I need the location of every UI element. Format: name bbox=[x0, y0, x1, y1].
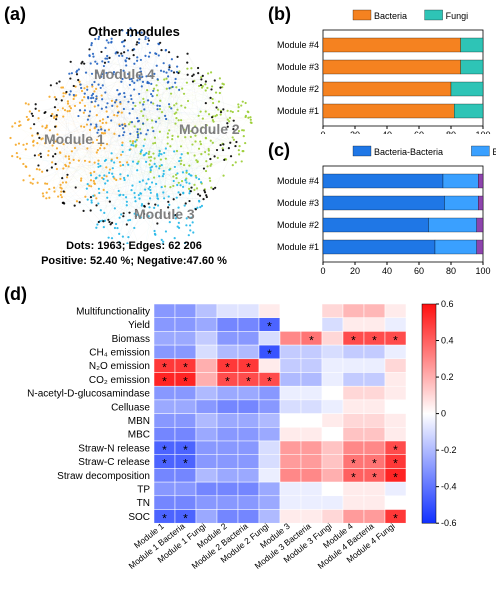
svg-text:Module #1: Module #1 bbox=[277, 242, 319, 252]
svg-text:TP: TP bbox=[137, 484, 150, 495]
svg-text:-0.2: -0.2 bbox=[441, 445, 457, 455]
svg-text:Bacteria-Fungi: Bacteria-Fungi bbox=[492, 147, 496, 157]
svg-text:N₂O emission: N₂O emission bbox=[89, 361, 150, 372]
svg-text:Celluase: Celluase bbox=[111, 402, 150, 413]
svg-text:0.6: 0.6 bbox=[441, 299, 454, 309]
svg-text:Module #2: Module #2 bbox=[277, 84, 319, 94]
panel-a-stats: Dots: 1963; Edges: 62 206 Positive: 52.4… bbox=[4, 239, 264, 270]
stats-line-1: Dots: 1963; Edges: 62 206 bbox=[4, 239, 264, 254]
svg-text:Fungi: Fungi bbox=[446, 11, 469, 21]
svg-text:Module 4: Module 4 bbox=[94, 66, 155, 82]
svg-text:Other modules: Other modules bbox=[88, 24, 180, 39]
svg-text:Straw-C release: Straw-C release bbox=[78, 457, 150, 468]
svg-text:CO₂ emission: CO₂ emission bbox=[89, 375, 150, 386]
heatmap-svg: Multifunctionality*Yield****Biomass*CH₄ … bbox=[4, 288, 496, 608]
svg-text:*: * bbox=[393, 511, 398, 525]
svg-text:MBC: MBC bbox=[128, 430, 150, 441]
svg-text:Module #4: Module #4 bbox=[277, 176, 319, 186]
svg-text:40: 40 bbox=[382, 266, 392, 274]
svg-text:Biomass: Biomass bbox=[112, 334, 150, 345]
panel-a-network: (a) Other modules Module 1 Module 2 Module … bbox=[4, 4, 264, 284]
panel-d-heatmap: (d) Multifunctionality*Yield****Biomass*… bbox=[4, 284, 496, 608]
svg-text:0.4: 0.4 bbox=[441, 336, 454, 346]
svg-text:Bacteria: Bacteria bbox=[374, 11, 407, 21]
svg-text:Module #2: Module #2 bbox=[277, 220, 319, 230]
svg-text:100: 100 bbox=[475, 130, 490, 134]
svg-text:-0.6: -0.6 bbox=[441, 518, 457, 528]
svg-text:SOC: SOC bbox=[128, 512, 150, 523]
svg-text:Module #3: Module #3 bbox=[277, 62, 319, 72]
svg-text:Module 3: Module 3 bbox=[134, 206, 195, 222]
svg-text:Straw decomposition: Straw decomposition bbox=[57, 471, 150, 482]
svg-text:40: 40 bbox=[382, 130, 392, 134]
svg-text:MBN: MBN bbox=[128, 416, 150, 427]
svg-text:Module #1: Module #1 bbox=[277, 106, 319, 116]
svg-text:TN: TN bbox=[137, 498, 150, 509]
svg-text:Yield: Yield bbox=[128, 320, 150, 331]
svg-text:0.2: 0.2 bbox=[441, 372, 454, 382]
panel-c-barchart: (c) Bacteria-BacteriaBacteria-FungiFungi… bbox=[268, 140, 496, 274]
svg-text:Multifunctionality: Multifunctionality bbox=[76, 306, 150, 317]
barchart-b-svg: Bacteria Fungi Module #4 Module #3 Module #2… bbox=[268, 4, 496, 134]
svg-text:*: * bbox=[183, 511, 188, 525]
svg-text:Module #4: Module #4 bbox=[277, 40, 319, 50]
barchart-c-svg: Bacteria-BacteriaBacteria-FungiFungi-Fun… bbox=[268, 140, 496, 274]
svg-text:0: 0 bbox=[441, 409, 446, 419]
svg-text:Module #3: Module #3 bbox=[277, 198, 319, 208]
svg-text:60: 60 bbox=[414, 130, 424, 134]
svg-text:80: 80 bbox=[446, 266, 456, 274]
svg-text:Straw-N release: Straw-N release bbox=[78, 443, 150, 454]
svg-text:-0.4: -0.4 bbox=[441, 482, 457, 492]
svg-text:0: 0 bbox=[320, 266, 325, 274]
svg-text:20: 20 bbox=[350, 266, 360, 274]
svg-text:Bacteria-Bacteria: Bacteria-Bacteria bbox=[374, 147, 443, 157]
svg-text:20: 20 bbox=[350, 130, 360, 134]
network-graph: Other modules Module 1 Module 2 Module 3 Mod… bbox=[4, 24, 264, 244]
panel-a-label: (a) bbox=[4, 4, 26, 25]
svg-text:Module 1: Module 1 bbox=[44, 131, 105, 147]
svg-text:100: 100 bbox=[475, 266, 490, 274]
svg-text:60: 60 bbox=[414, 266, 424, 274]
svg-text:0: 0 bbox=[320, 130, 325, 134]
panel-b-barchart: (b) BacteriaFungiModule #4Module #3Modul… bbox=[268, 4, 496, 134]
svg-text:N-acetyl-D-glucosamindase: N-acetyl-D-glucosamindase bbox=[27, 389, 150, 400]
stats-line-2: Positive: 52.40 %; Negative:47.60 % bbox=[4, 254, 264, 269]
svg-text:*: * bbox=[162, 511, 167, 525]
svg-text:80: 80 bbox=[446, 130, 456, 134]
svg-text:CH₄ emission: CH₄ emission bbox=[89, 347, 150, 358]
svg-text:Module 2: Module 2 bbox=[179, 121, 240, 137]
